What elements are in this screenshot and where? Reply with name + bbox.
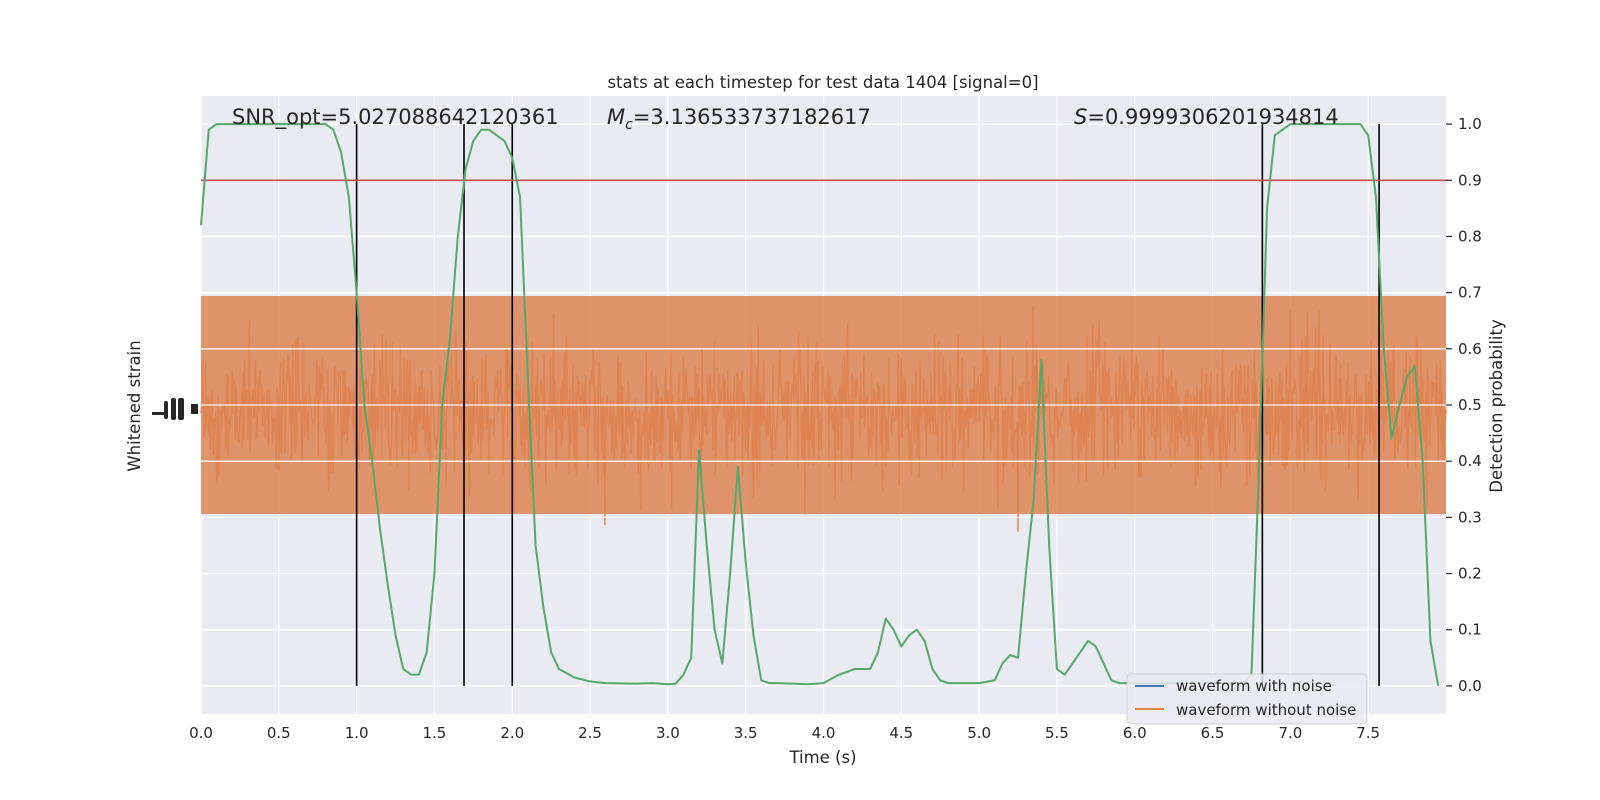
y-tick-label: 0.8: [1458, 227, 1482, 245]
x-tick-label: 4.0: [812, 724, 836, 742]
y-tick-label: 0.2: [1458, 565, 1482, 583]
left-axis-marks: [152, 398, 198, 420]
x-tick-label: 0.5: [267, 724, 291, 742]
x-tick-label: 6.0: [1123, 724, 1147, 742]
y-tick-label: 0.7: [1458, 284, 1482, 302]
x-tick-label: 1.5: [423, 724, 447, 742]
y-tick-label: 0.4: [1458, 452, 1482, 470]
x-tick-label: 2.5: [578, 724, 602, 742]
x-tick-label: 5.5: [1045, 724, 1069, 742]
legend: waveform with noise waveform without noi…: [1126, 673, 1368, 725]
mc-symbol: M: [607, 105, 625, 129]
x-axis-label: Time (s): [788, 748, 856, 767]
y-axis-label-right: Detection probability: [1487, 319, 1506, 493]
y-tick-label: 0.6: [1458, 340, 1482, 358]
legend-label-with-noise: waveform with noise: [1176, 677, 1332, 695]
x-axis-ticks: 0.0 0.5 1.0 1.5 2.0 2.5 3.0 3.5 4.0 4.5 5.0 5.5 6.0 6…: [189, 724, 1380, 742]
snr-annotation: SNR_opt=5.027088642120361: [232, 105, 559, 130]
s-value: =0.9999306201934814: [1087, 105, 1338, 129]
mc-value: =3.136533737182617: [633, 105, 871, 129]
x-tick-label: 2.0: [500, 724, 524, 742]
mc-annotation: Mc=3.136533737182617: [607, 105, 871, 133]
x-tick-label: 3.0: [656, 724, 680, 742]
y-right-axis-ticks: 0.0 0.1 0.2 0.3 0.4 0.5 0.6 0.7 0.8 0.9 1.0: [1446, 115, 1482, 695]
s-annotation: S=0.9999306201934814: [1074, 105, 1339, 129]
x-tick-label: 0.0: [189, 724, 213, 742]
y-tick-label: 1.0: [1458, 115, 1482, 133]
y-tick-label: 0.5: [1458, 396, 1482, 414]
x-tick-label: 3.5: [734, 724, 758, 742]
x-tick-label: 4.5: [889, 724, 913, 742]
y-axis-label-left: Whitened strain: [125, 340, 144, 471]
x-tick-label: 5.0: [967, 724, 991, 742]
strain-series: [200, 291, 1447, 532]
x-tick-label: 7.0: [1278, 724, 1302, 742]
y-tick-label: 0.3: [1458, 508, 1482, 526]
legend-label-without-noise: waveform without noise: [1176, 701, 1356, 719]
chart-title: stats at each timestep for test data 140…: [607, 73, 1038, 92]
mc-subscript: c: [625, 117, 633, 133]
vertical-lines: [355, 124, 1380, 686]
x-tick-label: 1.0: [345, 724, 369, 742]
s-symbol: S: [1074, 105, 1087, 129]
legend-box: [1126, 673, 1368, 725]
y-tick-label: 0.0: [1458, 677, 1482, 695]
x-tick-label: 6.5: [1201, 724, 1225, 742]
y-tick-label: 0.1: [1458, 621, 1482, 639]
x-tick-label: 7.5: [1356, 724, 1380, 742]
y-tick-label: 0.9: [1458, 171, 1482, 189]
